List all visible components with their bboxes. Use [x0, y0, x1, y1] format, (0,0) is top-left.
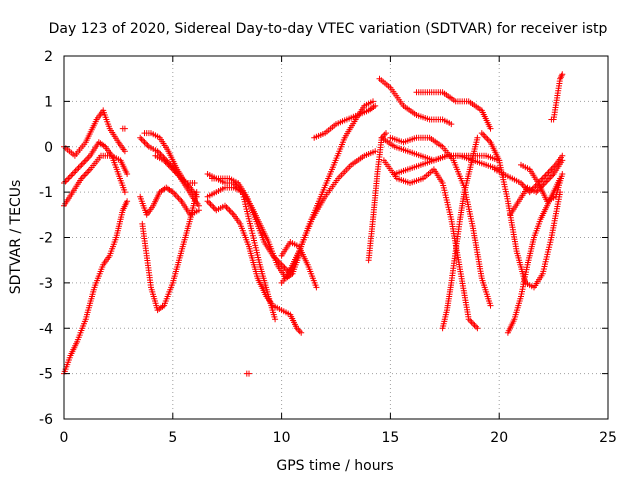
- y-tick-label: 2: [44, 49, 53, 65]
- series-markers: [119, 125, 128, 132]
- grid-lines: [64, 56, 608, 419]
- series-arc-24: [387, 134, 494, 309]
- series-arc-19: [311, 102, 379, 141]
- series-markers: [439, 134, 481, 332]
- x-tick-label: 10: [273, 430, 291, 446]
- series-arc-32: [518, 161, 566, 205]
- axis-ticks: 0 5 10 15 20 25 -6 -5 -4 -3 -2 -1 0 1 2: [39, 49, 617, 446]
- series-arc-14: [209, 175, 294, 277]
- x-tick-label: 0: [60, 430, 69, 446]
- series-markers: [204, 198, 305, 336]
- y-tick-label: -5: [39, 367, 53, 383]
- y-tick-label: -1: [39, 185, 53, 201]
- series-arc-5: [119, 125, 128, 132]
- series-markers: [283, 148, 379, 282]
- series-markers: [137, 134, 202, 209]
- y-tick-label: 1: [44, 94, 53, 110]
- series-markers: [61, 107, 128, 159]
- series-arc-15: [243, 370, 252, 377]
- y-axis-label: SDTVAR / TECUs: [8, 180, 24, 295]
- series-arc-18: [283, 148, 379, 282]
- series-arc-10: [152, 152, 200, 200]
- series-markers: [61, 198, 131, 377]
- data-points: [61, 71, 566, 377]
- series-markers: [139, 189, 200, 314]
- y-tick-label: -4: [39, 321, 53, 337]
- series-arc-26: [413, 89, 494, 132]
- series-markers: [141, 130, 198, 186]
- series-arc-9: [141, 130, 198, 186]
- series-markers: [391, 152, 503, 177]
- series-arc-25: [391, 152, 503, 177]
- y-tick-label: 0: [44, 140, 53, 156]
- series-arc-23: [380, 157, 481, 332]
- series-arc-33: [548, 71, 566, 123]
- series-markers: [518, 161, 566, 205]
- series-arc-27: [439, 134, 481, 332]
- series-arc-21: [376, 75, 455, 128]
- series-arc-11: [204, 198, 305, 336]
- series-markers: [548, 71, 566, 123]
- series-markers: [376, 75, 455, 128]
- series-arc-30: [504, 175, 564, 336]
- x-tick-label: 25: [599, 430, 617, 446]
- y-tick-label: -6: [39, 412, 53, 428]
- x-tick-label: 15: [381, 430, 399, 446]
- series-arc-20: [365, 130, 389, 264]
- series-arc-8: [137, 134, 202, 209]
- series-arc-28: [478, 130, 564, 291]
- chart-title: Day 123 of 2020, Sidereal Day-to-day VTE…: [49, 21, 608, 37]
- series-markers: [413, 89, 494, 132]
- series-arc-1: [61, 198, 131, 377]
- x-tick-label: 20: [490, 430, 508, 446]
- series-markers: [311, 102, 379, 141]
- series-markers: [152, 152, 200, 200]
- series-markers: [365, 130, 389, 264]
- series-arc-7: [139, 189, 200, 314]
- series-markers: [209, 175, 294, 277]
- y-tick-label: -2: [39, 231, 53, 247]
- series-markers: [243, 370, 252, 377]
- series-markers: [504, 175, 564, 336]
- x-tick-label: 5: [168, 430, 177, 446]
- series-markers: [387, 134, 494, 309]
- series-arc-3: [61, 107, 128, 159]
- x-axis-label: GPS time / hours: [276, 458, 393, 474]
- y-tick-label: -3: [39, 276, 53, 292]
- series-markers: [478, 130, 564, 291]
- series-markers: [380, 157, 481, 332]
